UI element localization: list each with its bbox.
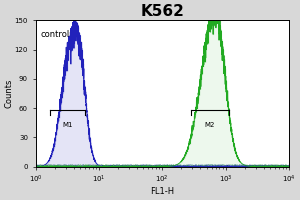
Text: M1: M1 <box>62 122 73 128</box>
Title: K562: K562 <box>140 4 184 19</box>
Text: control: control <box>40 30 70 39</box>
X-axis label: FL1-H: FL1-H <box>150 187 174 196</box>
Y-axis label: Counts: Counts <box>4 79 13 108</box>
Text: M2: M2 <box>205 122 215 128</box>
